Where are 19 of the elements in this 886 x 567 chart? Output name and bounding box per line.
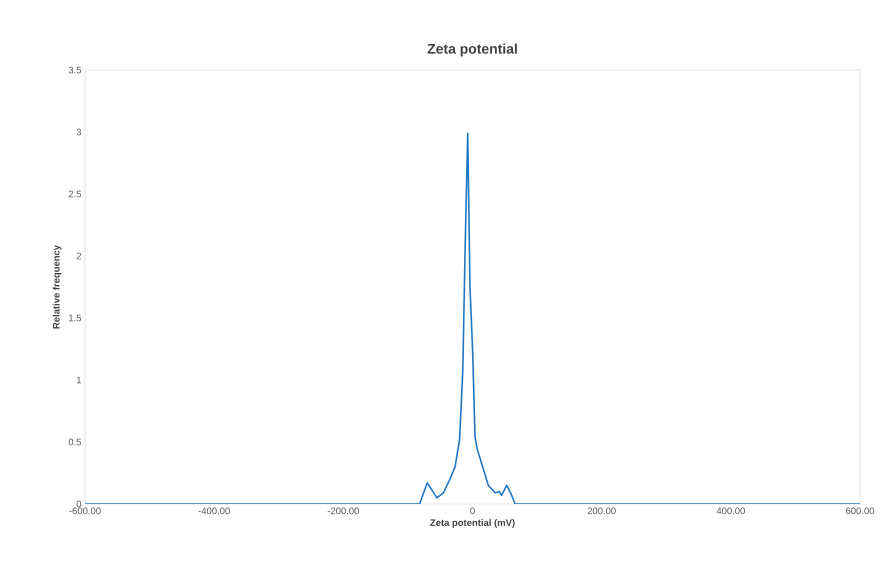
x-axis-title: Zeta potential (mV) bbox=[430, 519, 515, 528]
y-tick-label: 0.5 bbox=[68, 438, 82, 446]
x-tick-label: 0 bbox=[470, 508, 475, 514]
y-tick-label: 3 bbox=[76, 128, 82, 136]
chart-title: Zeta potential bbox=[428, 43, 517, 56]
x-tick-label: 600.00 bbox=[846, 508, 874, 514]
y-axis-title: Relative frequency bbox=[52, 244, 62, 328]
line-series bbox=[85, 132, 860, 504]
x-tick-label: 200.00 bbox=[588, 508, 616, 514]
y-tick-label: 0 bbox=[76, 500, 82, 508]
x-tick-label: -200.00 bbox=[328, 508, 360, 514]
y-tick-label: 3.5 bbox=[68, 66, 82, 74]
y-tick-label: 1 bbox=[76, 376, 82, 384]
x-tick-label: 400.00 bbox=[716, 508, 745, 514]
x-tick-label: -400.00 bbox=[198, 508, 230, 514]
y-tick-label: 2.5 bbox=[68, 190, 82, 198]
x-tick-label: -600.00 bbox=[69, 508, 101, 514]
y-tick-label: 2 bbox=[76, 252, 82, 260]
y-tick-label: 1.5 bbox=[69, 314, 82, 322]
